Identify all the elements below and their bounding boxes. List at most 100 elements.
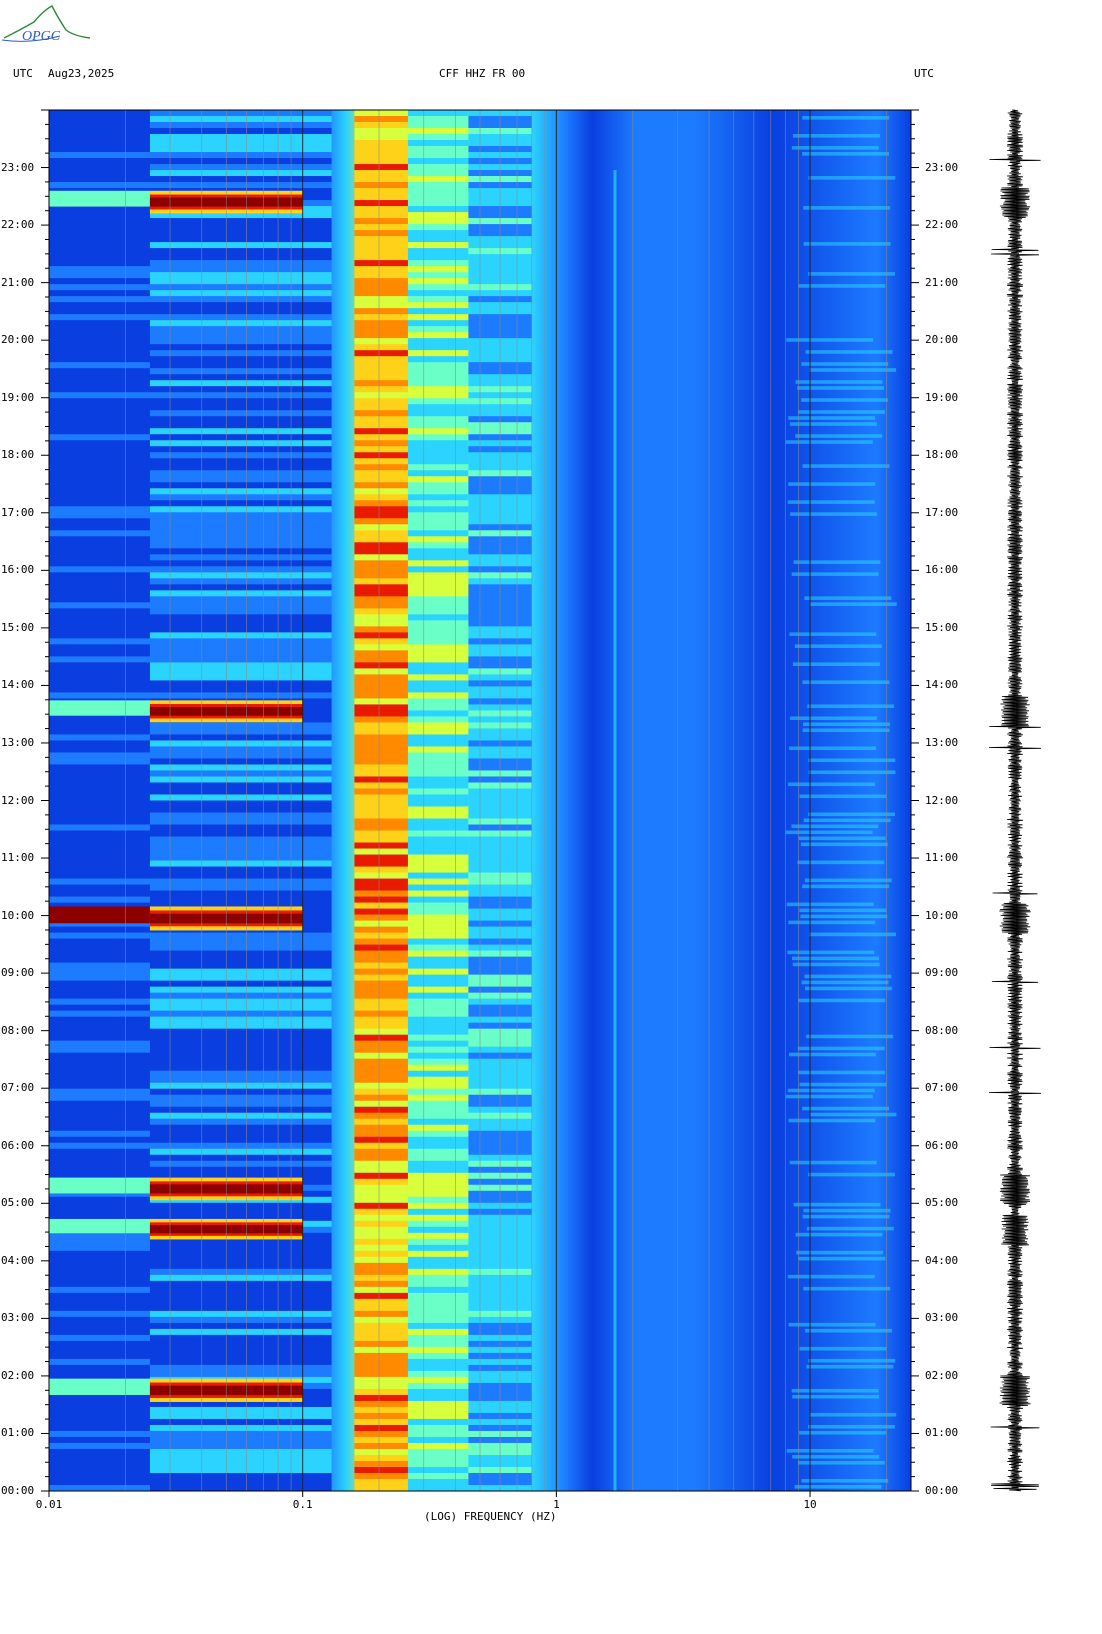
spectrogram-cell — [149, 770, 332, 777]
spectrogram-cell — [149, 1334, 332, 1342]
spectrogram-cell — [49, 218, 150, 225]
spectrogram-cell — [354, 176, 408, 183]
spectrogram-cell — [354, 560, 408, 567]
spectrogram-cell — [407, 212, 469, 219]
x-tick-label: 0.1 — [292, 1498, 313, 1511]
spectrogram-cell — [354, 230, 408, 237]
spectrogram-cell — [354, 752, 408, 759]
spectrogram-cell — [407, 1034, 469, 1042]
spectrogram-cell — [407, 1322, 469, 1330]
spectrogram-cell — [354, 1046, 408, 1054]
spectrogram-cell — [149, 1070, 332, 1078]
spectrogram-cell — [407, 1004, 469, 1012]
spectrogram-cell — [807, 704, 895, 709]
spectrogram-cell — [354, 602, 408, 609]
spectrogram-cell — [49, 1058, 150, 1066]
spectrogram-cell — [354, 872, 408, 880]
spectrogram-cell — [407, 296, 469, 303]
spectrogram-cell — [802, 116, 890, 120]
spectrogram-cell — [407, 1358, 469, 1366]
spectrogram-cell — [354, 386, 408, 393]
spectrogram-cell — [354, 134, 408, 141]
spectrogram-cell — [354, 338, 408, 345]
spectrogram-cell — [354, 1082, 408, 1090]
spectrogram-cell — [407, 662, 469, 669]
spectrogram-cell — [799, 908, 887, 913]
spectrogram-cell — [49, 488, 150, 495]
spectrogram-cell — [354, 1280, 408, 1288]
spectrogram-cell — [808, 812, 896, 817]
spectrogram-cell — [354, 272, 408, 279]
spectrogram-cell — [49, 410, 150, 417]
spectrogram-cell — [354, 542, 408, 549]
spectrogram-cell — [149, 1400, 332, 1408]
spectrogram-cell — [354, 1418, 408, 1426]
spectrogram-cell — [407, 368, 469, 375]
spectrogram-cell — [407, 176, 469, 183]
spectrogram-cell — [149, 1262, 332, 1270]
spectrogram-cell — [354, 578, 408, 585]
spectrogram-cell — [354, 1478, 408, 1486]
y-tick-label-left: 20:00 — [1, 333, 35, 347]
spectrogram-cell — [354, 1484, 408, 1492]
spectrogram-cell — [354, 266, 408, 273]
opgc-logo: OPGC — [1, 5, 91, 44]
spectrogram-cell — [797, 1046, 885, 1051]
spectrogram-cell — [787, 500, 875, 504]
spectrogram-cell — [49, 1298, 150, 1306]
y-tick-label-right: 16:00 — [925, 563, 959, 577]
spectrogram-cell — [786, 1448, 874, 1453]
spectrogram-cell — [149, 1424, 332, 1432]
spectrogram-cell — [354, 314, 408, 321]
spectrogram-cell — [407, 680, 469, 687]
spectrogram-cell — [149, 614, 332, 621]
spectrogram-cell — [407, 626, 469, 633]
spectrogram-cell — [407, 1124, 469, 1132]
spectrogram-cell — [407, 986, 469, 994]
spectrogram-cell — [149, 656, 332, 663]
spectrogram-cell — [49, 776, 150, 783]
spectrogram-cell — [407, 938, 469, 946]
spectrogram-cell — [149, 860, 332, 868]
spectrogram-cell — [149, 1346, 332, 1354]
y-tick-label-left: 02:00 — [1, 1368, 35, 1382]
spectrogram-cell — [407, 800, 469, 808]
spectrogram-cell — [149, 260, 332, 267]
spectrogram-cell — [49, 308, 150, 315]
spectral-line — [613, 170, 617, 1491]
spectrogram-cell — [407, 968, 469, 976]
spectrogram-cell — [354, 1196, 408, 1204]
spectrogram-cell — [49, 1154, 150, 1162]
spectrogram-cell — [149, 608, 332, 615]
spectrogram-cell — [354, 170, 408, 177]
spectrogram-cell — [803, 206, 891, 210]
axes — [41, 109, 919, 1497]
spectrogram-cell — [407, 188, 469, 195]
spectrogram-cell — [49, 1466, 150, 1474]
spectrogram-cell — [149, 1274, 332, 1282]
spectrogram-cell — [407, 422, 469, 429]
event-band — [49, 190, 150, 207]
spectrogram-cell — [149, 464, 332, 471]
spectrogram-cell — [149, 506, 332, 513]
y-tick-label-left: 17:00 — [1, 505, 35, 519]
spectrogram-cell — [788, 1118, 876, 1123]
spectrogram-cell — [149, 1052, 332, 1060]
spectrogram-cell — [407, 782, 469, 789]
spectrogram-cell — [798, 1070, 885, 1075]
spectrogram-cell — [49, 920, 150, 928]
spectrogram-cell — [149, 434, 332, 441]
spectrogram-cell — [407, 980, 469, 988]
spectrogram-cell — [149, 602, 332, 609]
spectrogram-cell — [407, 1040, 469, 1048]
spectrogram-cell — [149, 1418, 332, 1426]
spectrogram-cell — [49, 800, 150, 808]
spectrogram-cell — [49, 746, 150, 753]
spectrogram-cell — [407, 650, 469, 657]
spectrogram-cell — [49, 542, 150, 549]
spectrogram-cell — [49, 896, 150, 904]
spectrogram-cell — [49, 668, 150, 675]
spectrogram-cell — [149, 944, 332, 952]
spectrogram-cell — [49, 950, 150, 958]
spectrogram-cell — [149, 350, 332, 357]
